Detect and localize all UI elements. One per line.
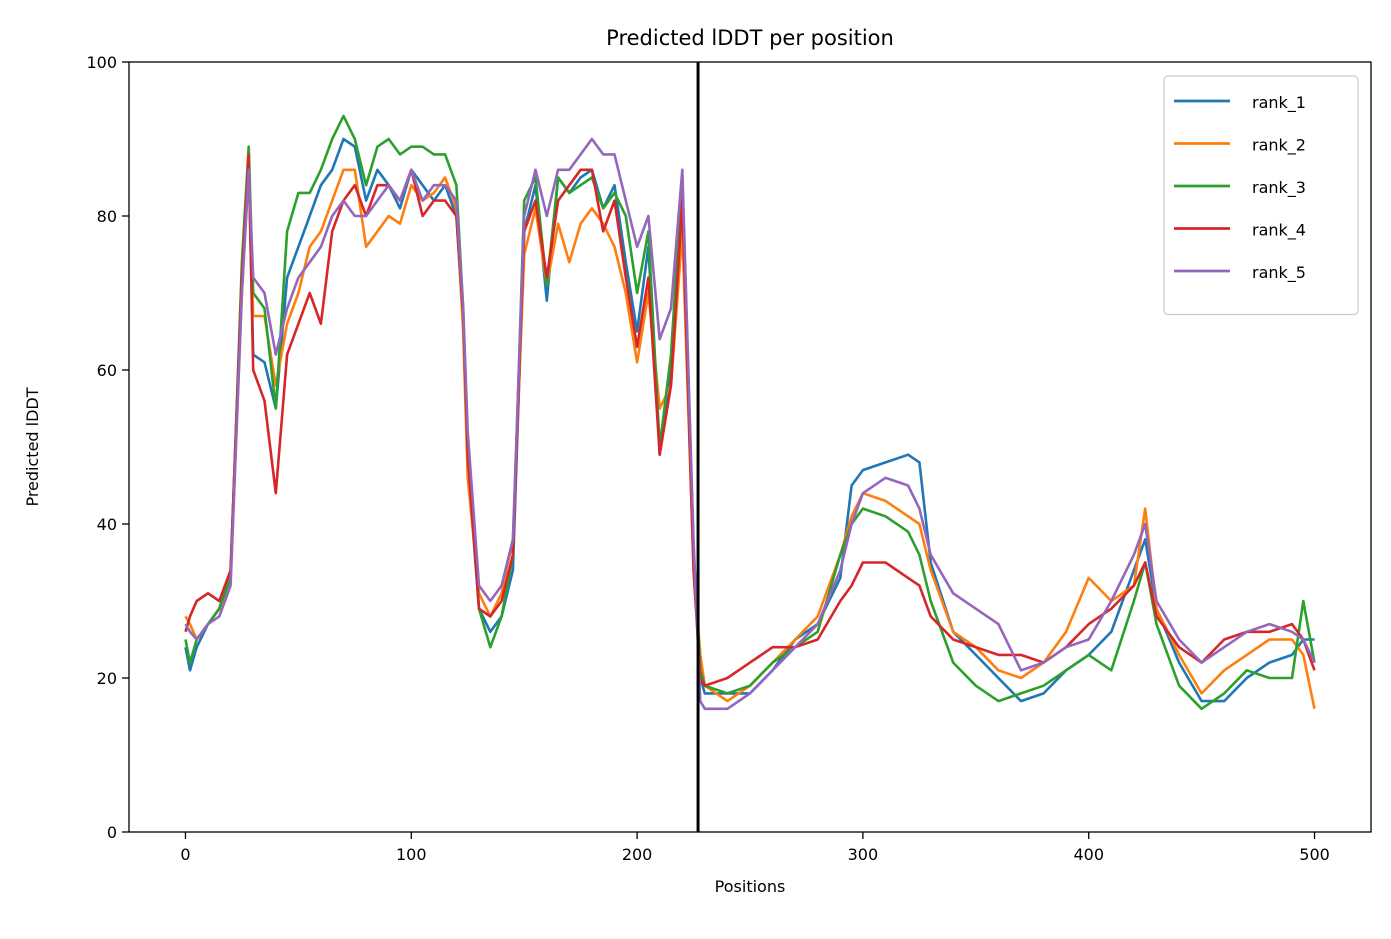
y-tick-label: 40 [97,515,117,534]
legend-label: rank_2 [1252,136,1306,156]
series-line-rank-2 [184,168,1316,710]
y-tick-label: 60 [97,361,117,380]
series-line-rank-1 [184,137,1315,703]
series-lines [184,114,1316,711]
series-line-rank-5 [184,137,1316,711]
x-tick-label: 400 [1073,845,1104,864]
series-line-rank-3 [184,114,1316,711]
y-tick-label: 0 [107,823,117,842]
x-axis-ticks: 0 100 200 300 400 500 [180,832,1330,864]
legend-label: rank_1 [1252,93,1306,113]
y-axis-label: Predicted lDDT [23,387,42,506]
y-tick-label: 80 [97,207,117,226]
x-axis-label: Positions [715,877,786,896]
x-tick-label: 200 [622,845,653,864]
x-tick-label: 500 [1299,845,1330,864]
plot-area-frame [128,61,1372,833]
legend-label: rank_4 [1252,221,1306,241]
chart-title: Predicted lDDT per position [606,26,894,50]
y-axis-ticks: 0 20 40 60 80 100 [86,53,129,842]
y-tick-label: 20 [97,669,117,688]
legend: rank_1 rank_2 rank_3 rank_4 rank_5 [1163,75,1359,316]
x-tick-label: 100 [396,845,427,864]
x-tick-label: 300 [848,845,879,864]
x-tick-label: 0 [180,845,190,864]
legend-box [1163,75,1359,316]
y-tick-label: 100 [86,53,117,72]
legend-label: rank_3 [1252,178,1306,198]
legend-label: rank_5 [1252,263,1306,283]
